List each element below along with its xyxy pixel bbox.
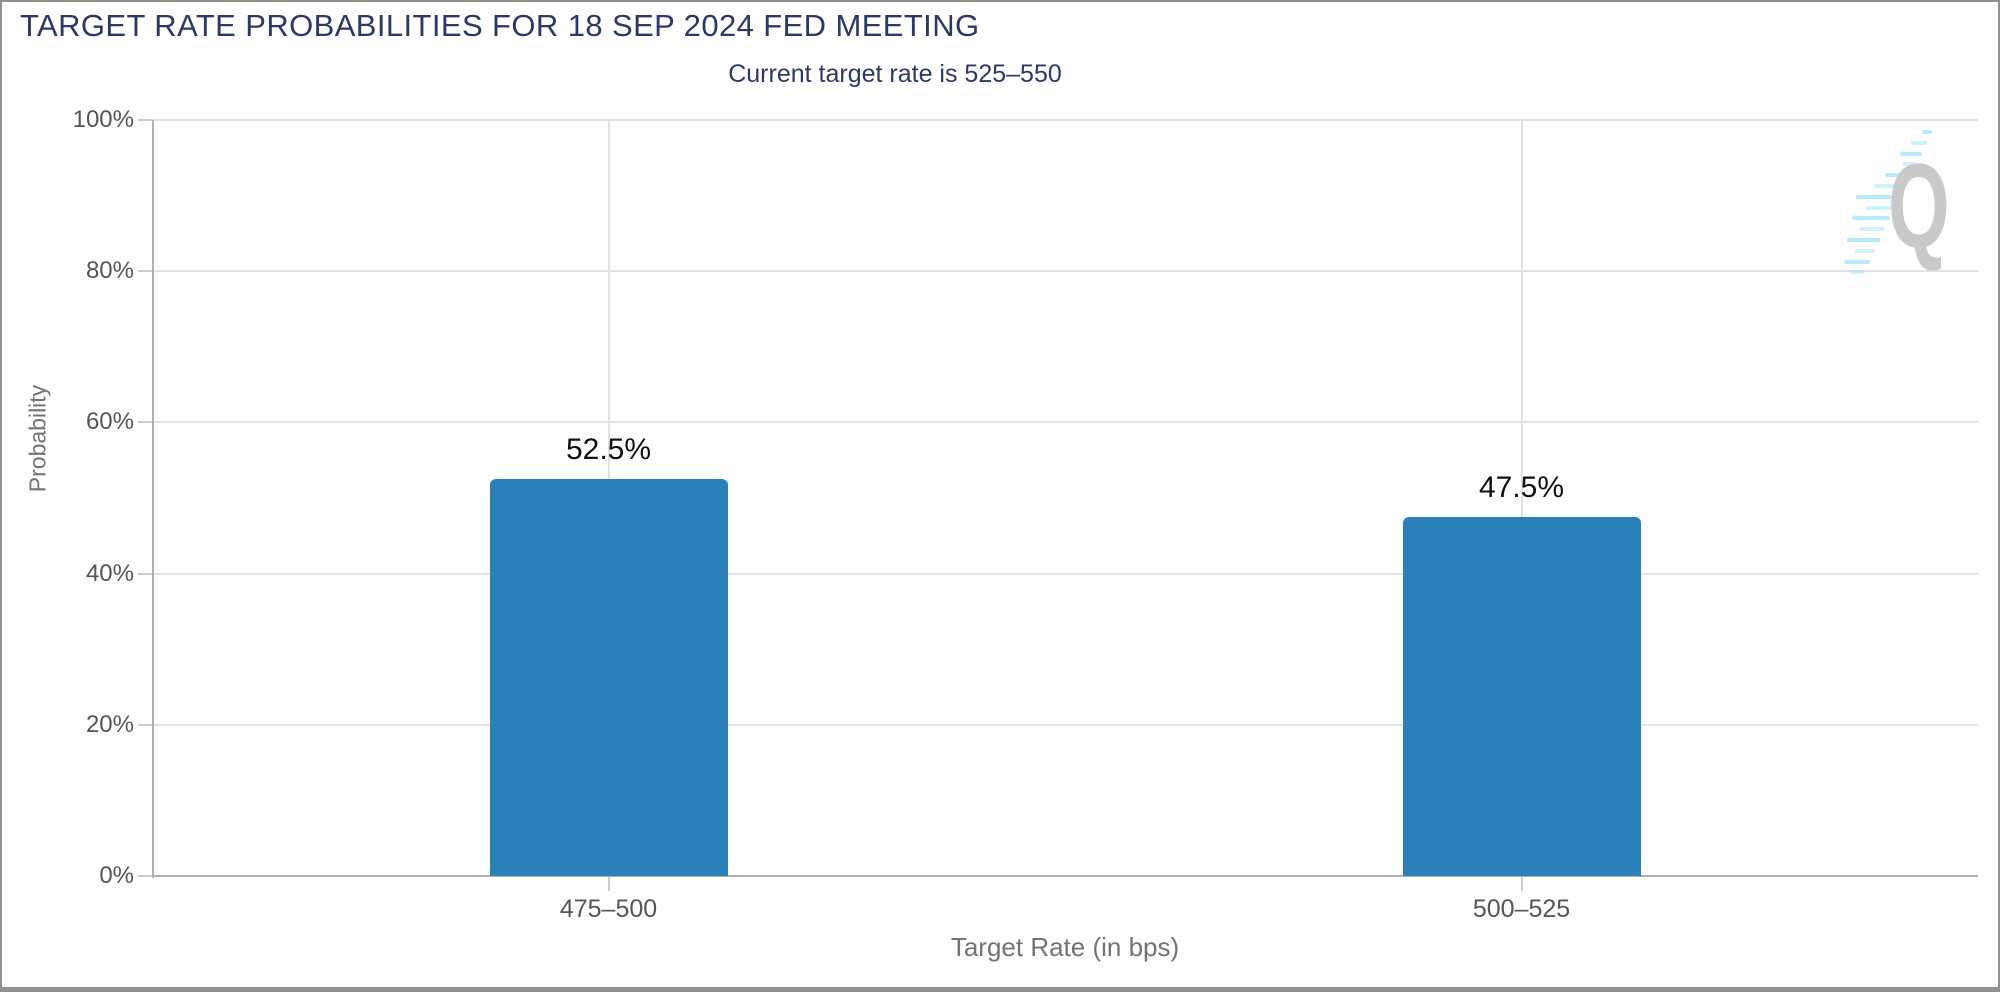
- y-axis-title: Probability: [24, 384, 51, 493]
- y-tick-mark: [138, 875, 152, 877]
- gridline-horizontal: [152, 119, 1978, 121]
- watermark-streak-dash: [1852, 216, 1891, 221]
- y-tick-label: 0%: [99, 862, 134, 889]
- x-axis-title: Target Rate (in bps): [950, 932, 1180, 962]
- y-tick-label: 20%: [85, 710, 134, 738]
- watermark-streak-dash: [1865, 205, 1896, 210]
- watermark-streak-dash: [1843, 259, 1870, 264]
- y-tick-mark: [138, 723, 152, 726]
- x-axis-line: [152, 875, 1978, 877]
- watermark-q-logo: Q: [1888, 139, 1950, 273]
- x-category-label: 500–525: [1472, 895, 1571, 923]
- gridline-horizontal: [152, 723, 1978, 726]
- watermark-streak-dash: [1859, 227, 1886, 232]
- watermark-streak-dash: [1854, 248, 1875, 253]
- watermark-streak-dash: [1847, 238, 1880, 242]
- watermark-streak-dash: [1855, 194, 1901, 199]
- x-category-label: 475–500: [559, 895, 658, 923]
- gridline-horizontal: [152, 572, 1978, 575]
- y-tick-mark: [138, 270, 152, 273]
- y-axis-line: [152, 120, 154, 878]
- chart-subtitle: Current target rate is 525–550: [728, 60, 1062, 88]
- watermark-streak-dash: [1902, 162, 1917, 167]
- bar-value-label: 52.5%: [565, 433, 652, 467]
- bar: [489, 479, 728, 876]
- bar: [1402, 516, 1641, 876]
- y-tick-label: 60%: [85, 408, 134, 436]
- gridline-horizontal: [152, 270, 1978, 273]
- page-title: TARGET RATE PROBABILITIES FOR 18 SEP 202…: [20, 8, 980, 43]
- watermark-streak-dash: [1922, 130, 1932, 134]
- gridline-horizontal: [152, 421, 1978, 424]
- x-tick-mark: [1520, 877, 1523, 891]
- watermark-streak-dash: [1910, 140, 1927, 145]
- watermark-streak-dash: [1899, 151, 1922, 156]
- y-tick-mark: [138, 119, 152, 121]
- x-tick-mark: [607, 877, 610, 891]
- y-tick-mark: [138, 572, 152, 575]
- bar-value-label: 47.5%: [1478, 470, 1565, 504]
- y-tick-label: 40%: [85, 559, 134, 587]
- watermark-streak-dash: [1850, 270, 1865, 275]
- y-tick-mark: [138, 421, 152, 424]
- gridline-vertical: [1520, 120, 1523, 876]
- y-tick-label: 80%: [85, 257, 134, 285]
- y-tick-label: 100%: [72, 106, 134, 133]
- watermark-streak-dash: [1885, 173, 1912, 178]
- watermark-streak-dash: [1874, 184, 1906, 188]
